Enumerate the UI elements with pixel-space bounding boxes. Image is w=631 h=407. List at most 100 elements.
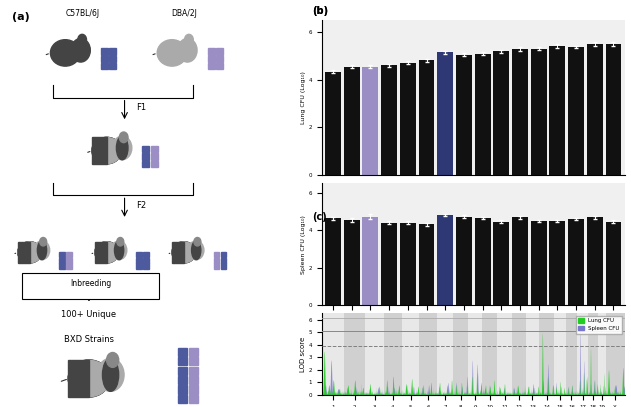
Bar [95, 242, 107, 263]
Bar [178, 395, 187, 403]
Bar [143, 146, 150, 152]
Bar [568, 47, 584, 175]
Bar [577, 313, 588, 395]
Ellipse shape [69, 360, 110, 397]
Bar [606, 44, 622, 175]
Bar [143, 263, 150, 269]
Bar [587, 217, 603, 305]
Ellipse shape [102, 358, 119, 392]
Ellipse shape [68, 360, 110, 397]
Ellipse shape [114, 241, 124, 260]
Bar [189, 367, 198, 375]
Ellipse shape [92, 137, 122, 164]
Bar [109, 63, 117, 69]
Bar [493, 222, 509, 305]
Bar [322, 313, 345, 395]
Bar [531, 221, 546, 305]
Ellipse shape [78, 34, 86, 45]
Bar [325, 219, 341, 305]
Bar [178, 348, 187, 356]
Bar [216, 63, 223, 69]
Bar [208, 56, 215, 62]
Bar [512, 217, 528, 305]
Bar [109, 48, 117, 55]
Bar [493, 51, 509, 175]
Ellipse shape [40, 237, 47, 246]
Bar [420, 313, 437, 395]
Bar [151, 153, 158, 160]
Bar [59, 263, 65, 269]
Bar [400, 223, 416, 305]
Bar [216, 56, 223, 62]
Bar [59, 252, 65, 257]
Bar [483, 313, 497, 395]
Text: C57BL/6J: C57BL/6J [66, 9, 100, 18]
Text: (b): (b) [312, 6, 329, 16]
Bar [550, 46, 565, 175]
Bar [221, 263, 227, 269]
Bar [456, 55, 472, 175]
Bar [325, 72, 341, 175]
Bar [381, 223, 397, 305]
Bar [365, 313, 384, 395]
Bar [213, 263, 220, 269]
Bar [418, 60, 435, 175]
Bar [178, 376, 187, 384]
Y-axis label: Lung CFU (Log₁₀): Lung CFU (Log₁₀) [301, 71, 306, 124]
X-axis label: Strain: Strain [463, 336, 483, 342]
Ellipse shape [178, 39, 197, 62]
FancyBboxPatch shape [22, 273, 158, 299]
Bar [221, 252, 227, 257]
Bar [189, 385, 198, 394]
Text: F2: F2 [136, 201, 146, 210]
Ellipse shape [185, 34, 193, 45]
Ellipse shape [95, 242, 119, 263]
Bar [362, 217, 379, 305]
Y-axis label: LOD score: LOD score [300, 337, 306, 372]
Bar [554, 313, 566, 395]
Bar [344, 220, 360, 305]
Bar [531, 49, 546, 175]
Bar [101, 63, 108, 69]
Ellipse shape [172, 242, 196, 263]
Bar [381, 65, 397, 175]
Bar [526, 313, 540, 395]
Ellipse shape [18, 242, 42, 263]
Bar [468, 313, 483, 395]
Bar [345, 313, 365, 395]
Bar [101, 48, 108, 55]
Ellipse shape [18, 242, 42, 263]
Bar [189, 395, 198, 403]
Ellipse shape [172, 242, 196, 263]
Ellipse shape [97, 358, 124, 392]
Bar [362, 67, 379, 175]
Bar [437, 313, 453, 395]
Bar [588, 313, 598, 395]
Bar [587, 44, 603, 175]
Bar [151, 146, 158, 152]
Text: (c): (c) [312, 212, 327, 222]
Bar [143, 153, 150, 160]
Ellipse shape [107, 352, 119, 368]
Ellipse shape [117, 237, 124, 246]
Ellipse shape [95, 242, 119, 263]
Bar [92, 137, 107, 164]
Ellipse shape [34, 241, 50, 260]
Ellipse shape [119, 132, 128, 142]
Bar [66, 263, 72, 269]
Ellipse shape [93, 138, 122, 164]
Bar [101, 56, 108, 62]
Bar [151, 161, 158, 167]
Bar [143, 258, 150, 263]
Bar [68, 360, 89, 397]
Bar [456, 217, 472, 305]
Text: DBA/2J: DBA/2J [171, 9, 197, 18]
Bar [566, 313, 577, 395]
Legend: Lung CFU, Spleen CFU: Lung CFU, Spleen CFU [576, 316, 622, 333]
Text: 100+ Unique: 100+ Unique [61, 311, 117, 319]
Ellipse shape [116, 136, 128, 160]
Ellipse shape [172, 242, 196, 263]
Bar [221, 258, 227, 263]
Bar [208, 48, 215, 55]
Bar [606, 222, 622, 305]
